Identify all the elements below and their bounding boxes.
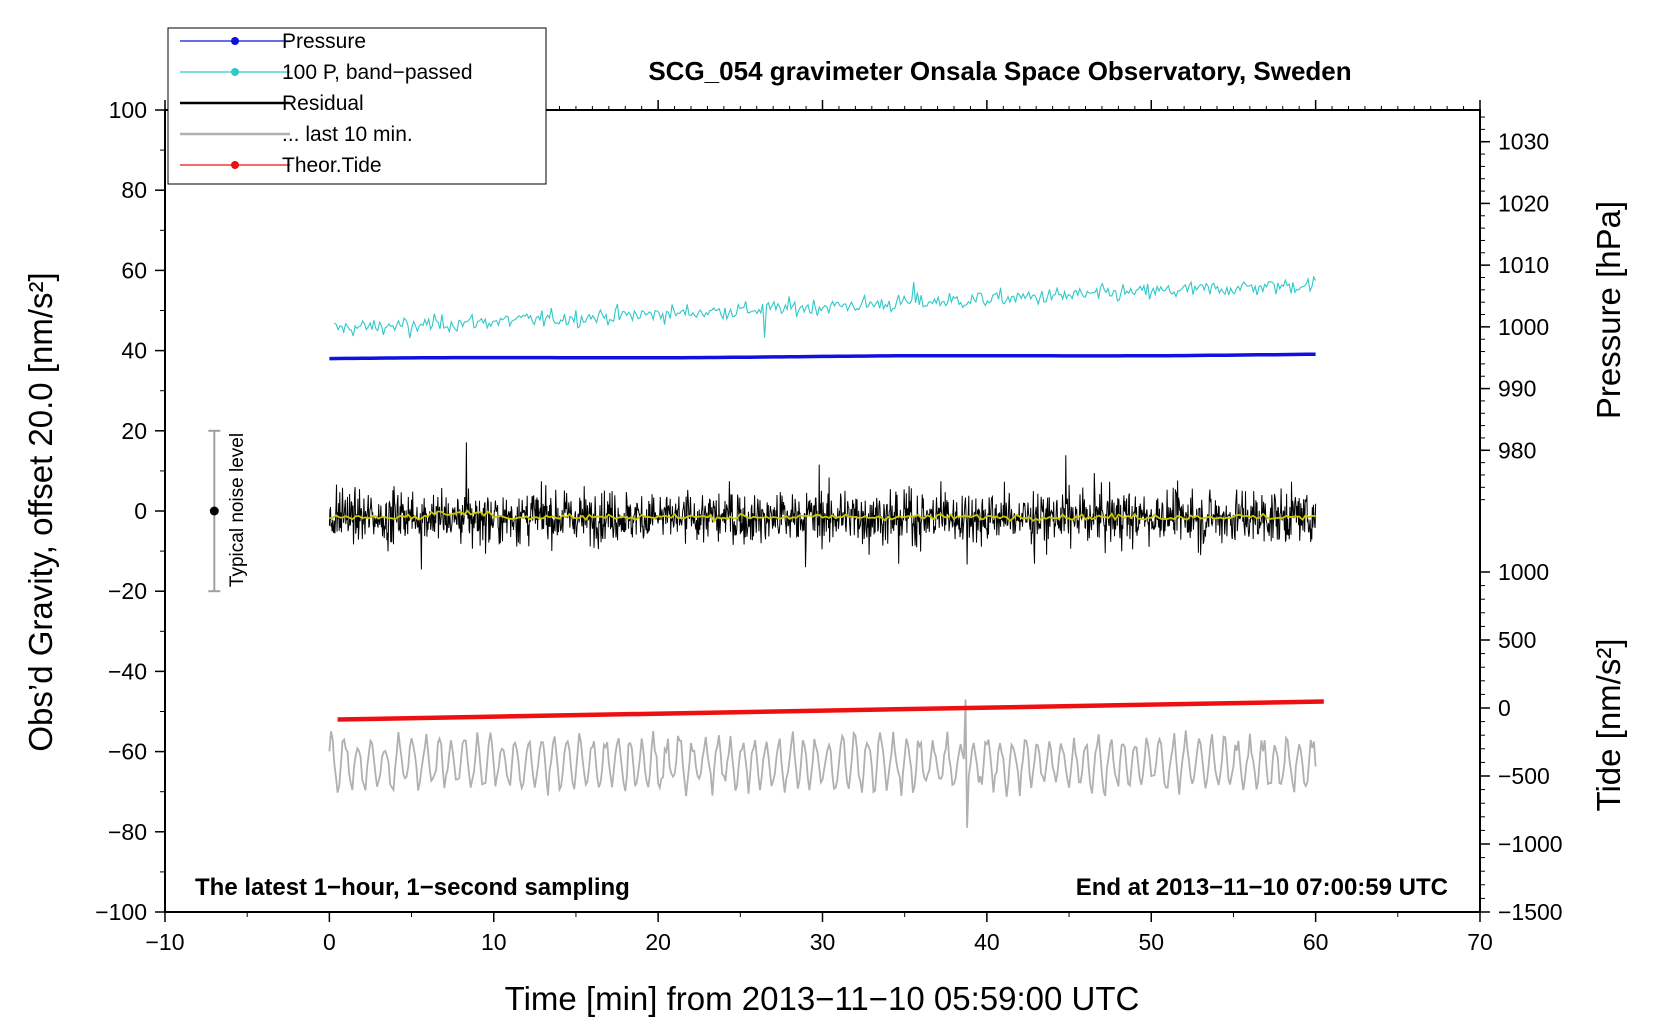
pressure-tick-label: 1030: [1498, 129, 1549, 155]
y-tick-label-left: 40: [121, 338, 147, 364]
series-theor-tide-line: [337, 699, 1324, 722]
legend-label: 100 P, band−passed: [282, 61, 473, 84]
noise-center-dot: [209, 506, 219, 516]
series-residual-smoothed-line: [329, 509, 1316, 524]
x-axis-label: Time [min] from 2013−11−10 05:59:00 UTC: [505, 980, 1140, 1017]
y-axis-label-pressure: Pressure [hPa]: [1590, 201, 1627, 419]
legend-label: Residual: [282, 92, 364, 115]
x-tick-label: 40: [974, 929, 1000, 955]
pressure-tick-label: 980: [1498, 437, 1536, 463]
x-tick-label: 50: [1138, 929, 1164, 955]
legend-label: Pressure: [282, 30, 366, 53]
plot-area: [328, 275, 1324, 828]
tide-tick-label: −1000: [1498, 831, 1563, 857]
y-tick-label-left: 100: [109, 97, 147, 123]
legend-box: [167, 27, 547, 185]
legend-swatch-marker: [231, 161, 239, 169]
y-axis-label-tide: Tide [nm/s²]: [1590, 639, 1627, 812]
legend-swatch-marker: [231, 37, 239, 45]
x-tick-label: 0: [323, 929, 336, 955]
noise-indicator-label: Typical noise level: [227, 433, 248, 587]
x-tick-label: 20: [645, 929, 671, 955]
y-tick-label-left: 20: [121, 418, 147, 444]
tide-tick-label: 0: [1498, 695, 1511, 721]
series-last-10-min-line: [328, 699, 1317, 828]
tide-tick-label: 500: [1498, 627, 1536, 653]
pressure-tick-label: 1010: [1498, 252, 1549, 278]
note-end-time: End at 2013−11−10 07:00:59 UTC: [1076, 874, 1448, 901]
x-tick-label: −10: [145, 929, 184, 955]
tide-tick-label: −500: [1498, 763, 1550, 789]
axes: −10 0 10 20 30 40 50 60 70−100−80−60−40−20020406…: [95, 97, 1562, 955]
y-tick-label-left: −40: [108, 658, 147, 684]
series-pressure-line: [329, 352, 1316, 361]
pressure-tick-label: 990: [1498, 376, 1536, 402]
chart-title: SCG_054 gravimeter Onsala Space Observat…: [648, 56, 1351, 86]
note-sampling: The latest 1−hour, 1−second sampling: [195, 874, 630, 901]
x-tick-label: 70: [1467, 929, 1493, 955]
y-axis-label-left: Obs’d Gravity, offset 20.0 [nm/s²]: [22, 272, 59, 751]
pressure-tick-label: 1000: [1498, 314, 1549, 340]
legend-swatch-marker: [231, 68, 239, 76]
legend-label: ... last 10 min.: [282, 123, 413, 146]
x-tick-label: 30: [810, 929, 836, 955]
tide-tick-label: −1500: [1498, 899, 1563, 925]
series-pressure-bandpassed-line: [333, 275, 1317, 339]
legend: Pressure 100 P, band−passed Residual ... la…: [167, 27, 547, 185]
y-tick-label-left: 0: [134, 498, 147, 524]
x-tick-label: 10: [481, 929, 507, 955]
y-tick-label-left: −80: [108, 819, 147, 845]
y-tick-label-left: 80: [121, 177, 147, 203]
pressure-tick-label: 1020: [1498, 190, 1549, 216]
noise-indicator: Typical noise level: [208, 429, 248, 593]
y-tick-label-left: −60: [108, 739, 147, 765]
x-tick-label: 60: [1303, 929, 1329, 955]
y-tick-label-left: −100: [95, 899, 147, 925]
y-tick-label-left: −20: [108, 578, 147, 604]
series-residual-line: [328, 442, 1317, 570]
tide-tick-label: 1000: [1498, 559, 1549, 585]
legend-label: Theor.Tide: [282, 154, 382, 177]
y-tick-label-left: 60: [121, 257, 147, 283]
